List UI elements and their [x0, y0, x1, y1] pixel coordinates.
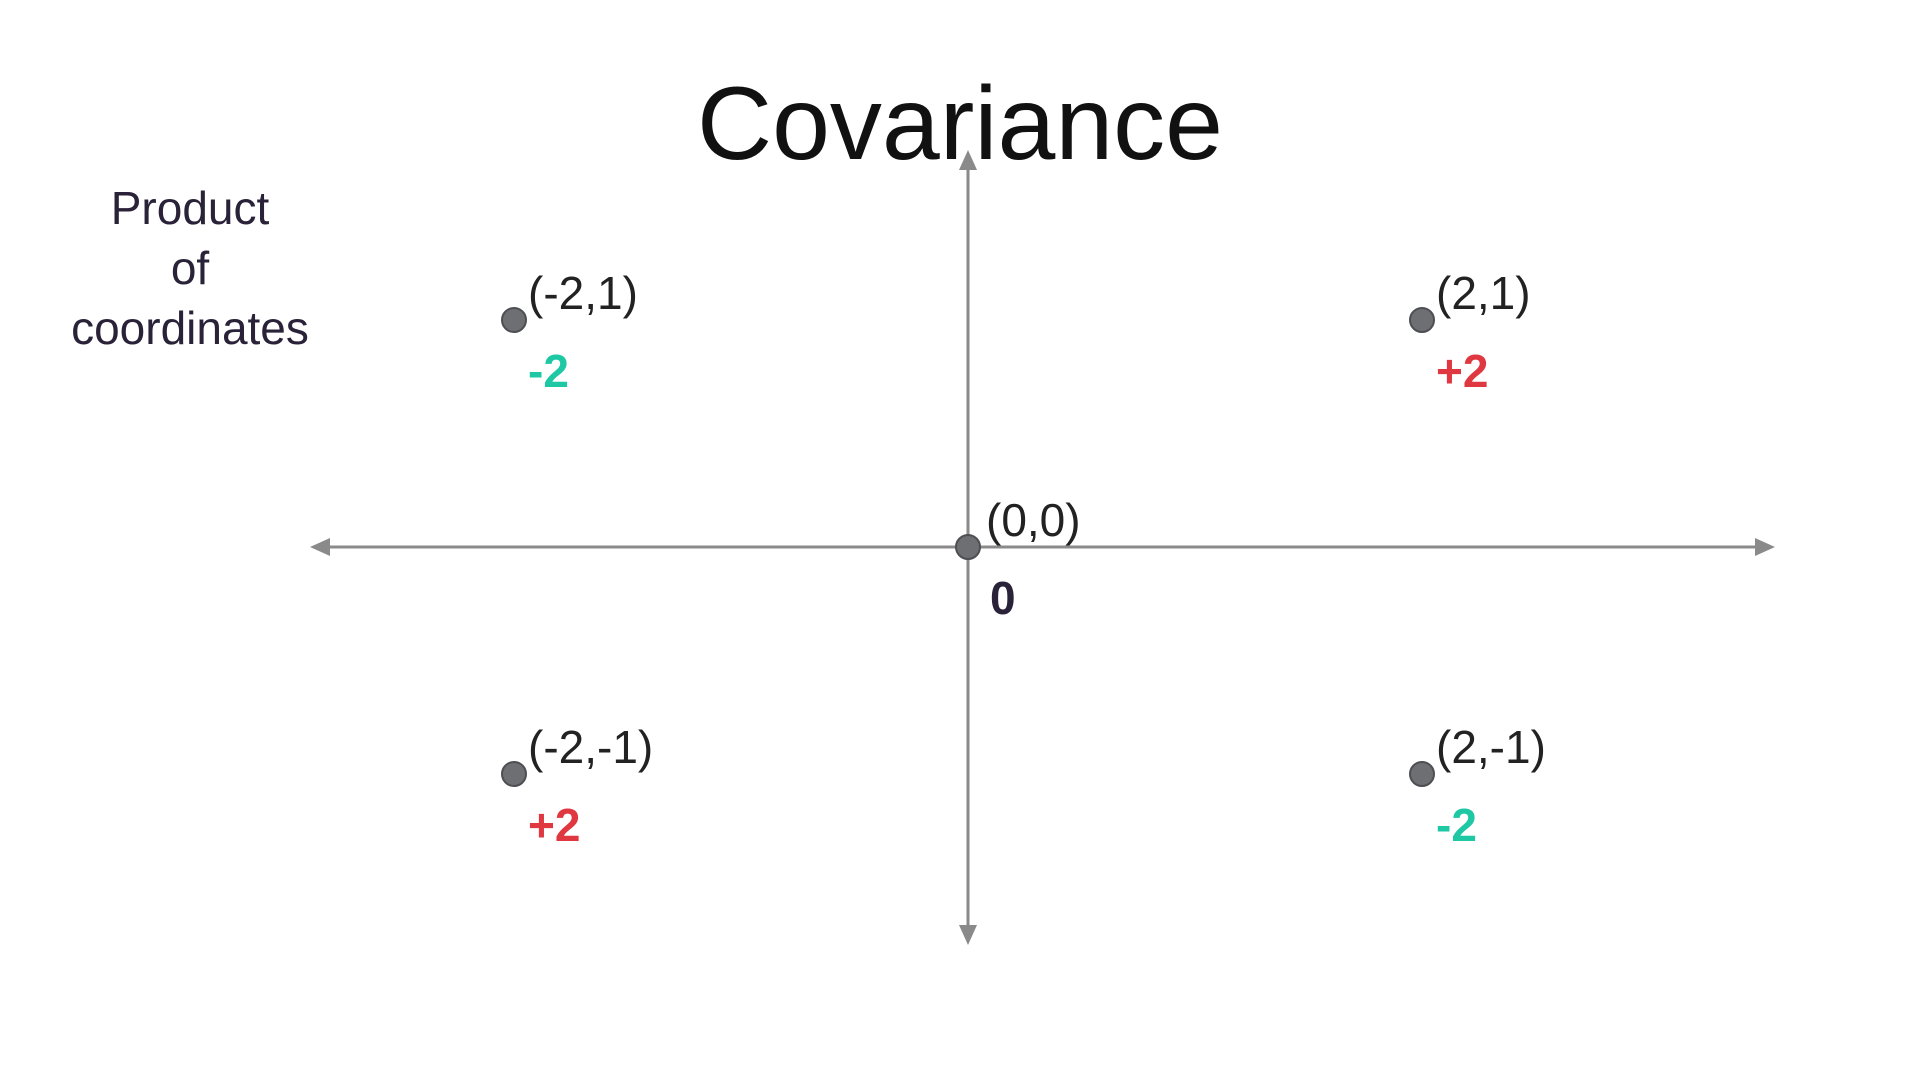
product-label-pt-2-1: +2: [1436, 345, 1489, 397]
product-label-pt-2-neg1: -2: [1436, 799, 1477, 851]
point-marker-pt-neg2-1: [501, 307, 527, 333]
coord-label-pt-2-neg1: (2,-1): [1436, 721, 1546, 773]
side-label: Product of coordinates: [40, 178, 340, 358]
x-axis-arrow-left: [310, 538, 330, 556]
points: [501, 307, 1435, 787]
x-axis-arrow-right: [1755, 538, 1775, 556]
coord-label-pt-0-0: (0,0): [986, 494, 1081, 546]
coord-label-pt-2-1: (2,1): [1436, 267, 1531, 319]
point-marker-pt-2-neg1: [1409, 761, 1435, 787]
coord-label-pt-neg2-neg1: (-2,-1): [528, 721, 654, 773]
y-axis-arrow-up: [959, 150, 977, 170]
point-marker-pt-neg2-neg1: [501, 761, 527, 787]
point-marker-pt-0-0: [955, 534, 981, 560]
product-label-pt-neg2-neg1: +2: [528, 799, 581, 851]
point-marker-pt-2-1: [1409, 307, 1435, 333]
product-label-pt-neg2-1: -2: [528, 345, 569, 397]
side-label-line-1: Product: [110, 182, 270, 234]
coord-label-pt-neg2-1: (-2,1): [528, 267, 638, 319]
page-title: Covariance: [696, 66, 1224, 182]
product-label-pt-0-0: 0: [990, 572, 1016, 624]
side-label-line-2: of: [170, 242, 210, 294]
y-axis-arrow-down: [959, 925, 977, 945]
side-label-line-3: coordinates: [71, 302, 309, 354]
